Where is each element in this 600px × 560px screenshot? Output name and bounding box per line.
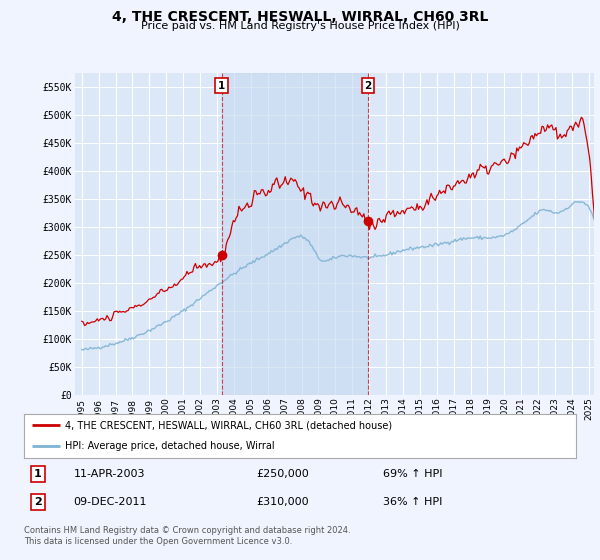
Text: 1: 1 xyxy=(218,81,225,91)
Bar xyxy=(221,73,368,395)
Text: Contains HM Land Registry data © Crown copyright and database right 2024.
This d: Contains HM Land Registry data © Crown c… xyxy=(24,526,350,546)
Text: 2: 2 xyxy=(364,81,371,91)
Text: 69% ↑ HPI: 69% ↑ HPI xyxy=(383,469,442,479)
Text: 09-DEC-2011: 09-DEC-2011 xyxy=(74,497,147,507)
Text: HPI: Average price, detached house, Wirral: HPI: Average price, detached house, Wirr… xyxy=(65,441,275,451)
Text: 2: 2 xyxy=(34,497,41,507)
Text: £250,000: £250,000 xyxy=(256,469,308,479)
Text: £310,000: £310,000 xyxy=(256,497,308,507)
Text: Price paid vs. HM Land Registry's House Price Index (HPI): Price paid vs. HM Land Registry's House … xyxy=(140,21,460,31)
Text: 1: 1 xyxy=(34,469,41,479)
Text: 36% ↑ HPI: 36% ↑ HPI xyxy=(383,497,442,507)
Text: 11-APR-2003: 11-APR-2003 xyxy=(74,469,145,479)
Text: 4, THE CRESCENT, HESWALL, WIRRAL, CH60 3RL: 4, THE CRESCENT, HESWALL, WIRRAL, CH60 3… xyxy=(112,10,488,24)
Text: 4, THE CRESCENT, HESWALL, WIRRAL, CH60 3RL (detached house): 4, THE CRESCENT, HESWALL, WIRRAL, CH60 3… xyxy=(65,420,392,430)
